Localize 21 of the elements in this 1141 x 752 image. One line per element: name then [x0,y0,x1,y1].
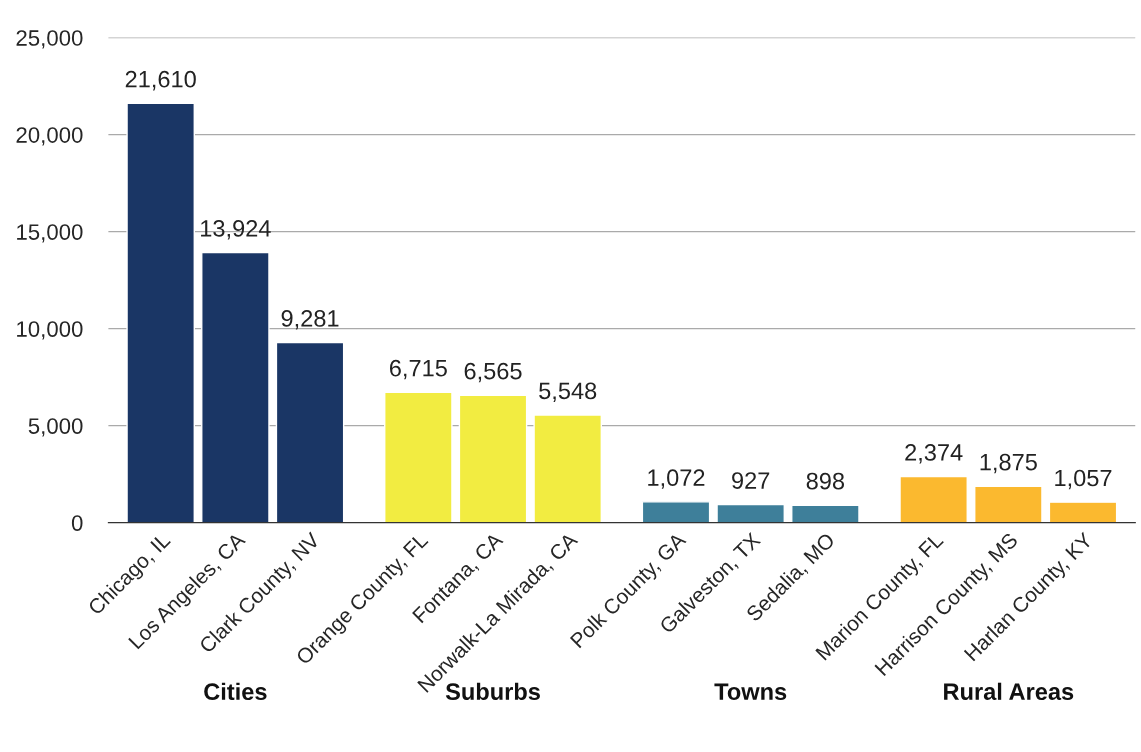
data-label: 898 [806,472,845,490]
y-tick-label: 0 [71,515,83,531]
data-label: 1,072 [648,469,705,489]
data-label: 9,281 [281,310,339,330]
data-label: 6,565 [464,362,522,383]
text: Rural Areas [944,682,1074,701]
y-tick-label: 20,000 [16,127,83,146]
y-tick-label: 5,000 [28,418,83,437]
data-label: 5,548 [539,382,597,403]
data-label: 6,715 [389,359,447,380]
text: Towns [714,683,787,701]
text: Cities [204,682,267,701]
y-tick-label: 10,000 [17,321,83,340]
data-label: 927 [732,472,770,489]
data-label: 13,924 [201,219,271,240]
data-label: 21,610 [125,70,196,91]
y-tick-label: 25,000 [16,30,83,49]
data-label: 1,875 [980,453,1037,474]
data-label: 1,057 [1055,469,1112,490]
data-label: 2,374 [905,444,963,464]
y-tick-label: 15,000 [17,224,83,243]
